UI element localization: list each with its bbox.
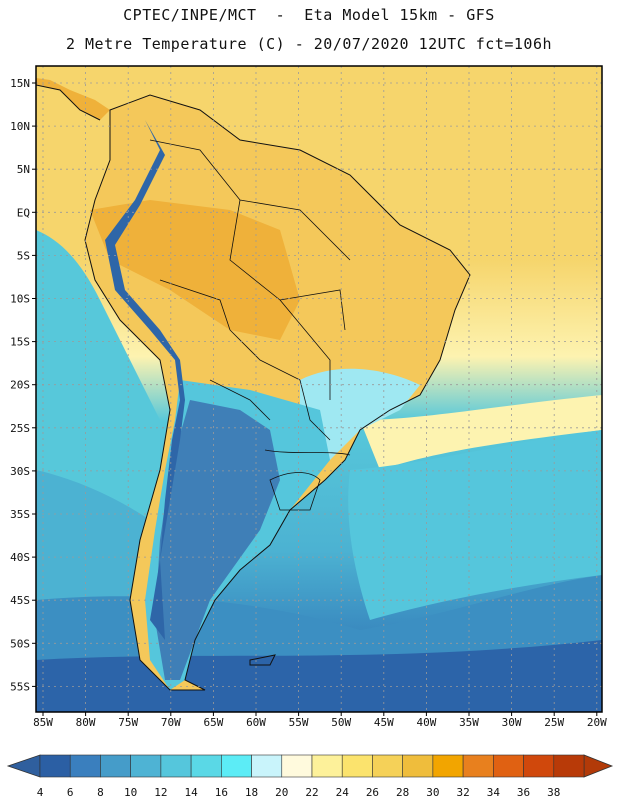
lon-tick-label: 75W xyxy=(118,716,138,729)
lat-tick-label: 20S xyxy=(10,379,30,392)
colorbar-swatch xyxy=(432,754,464,778)
lon-tick-label: 35W xyxy=(459,716,479,729)
colorbar-label: 28 xyxy=(396,786,409,799)
colorbar-swatch xyxy=(281,754,313,778)
colorbar-swatch xyxy=(160,754,192,778)
colorbar-label: 24 xyxy=(336,786,350,799)
lat-tick-label: 15S xyxy=(10,336,30,349)
lon-tick-label: 30W xyxy=(502,716,522,729)
colorbar-swatch xyxy=(69,754,101,778)
atlantic-cool-region xyxy=(348,430,602,620)
lat-tick-label: 55S xyxy=(10,680,30,693)
colorbar-label: 12 xyxy=(154,786,167,799)
colorbar-swatch xyxy=(523,754,555,778)
colorbar-over-arrow xyxy=(583,754,614,778)
colorbar-label: 38 xyxy=(547,786,560,799)
lon-tick-label: 20W xyxy=(587,716,607,729)
lat-tick-label: 15N xyxy=(10,77,30,90)
coastline xyxy=(36,84,471,691)
lon-tick-label: 80W xyxy=(76,716,96,729)
colorbar-swatch xyxy=(221,754,252,778)
colorbar-label: 34 xyxy=(487,786,501,799)
colorbar-swatch xyxy=(341,754,373,778)
colorbar-swatch xyxy=(100,754,131,778)
map-title-line-1: CPTEC/INPE/MCT - Eta Model 15km - GFS xyxy=(123,6,495,24)
colorbar-swatch xyxy=(462,754,494,778)
lat-tick-label: 45S xyxy=(10,594,30,607)
colorbar-label: 14 xyxy=(184,786,198,799)
patagonia-cold-region xyxy=(155,400,280,680)
colorbar-swatch xyxy=(130,754,162,778)
colorbar-label: 16 xyxy=(215,786,228,799)
map-frame xyxy=(35,65,603,713)
colorbar-label: 20 xyxy=(275,786,288,799)
colorbar-swatch xyxy=(553,754,585,778)
colorbar-label: 18 xyxy=(245,786,258,799)
colorbar-label: 4 xyxy=(37,786,44,799)
lat-tick-label: 5N xyxy=(17,163,30,176)
lat-tick-label: 30S xyxy=(10,465,30,478)
lon-tick-label: 65W xyxy=(203,716,223,729)
lat-tick-label: 5S xyxy=(17,249,30,262)
lat-tick-label: 25S xyxy=(10,422,30,435)
lon-tick-label: 40W xyxy=(416,716,436,729)
colorbar-label: 10 xyxy=(124,786,137,799)
amazon-hot-region xyxy=(90,200,300,340)
lat-tick-label: 10N xyxy=(10,120,30,133)
lon-tick-label: 55W xyxy=(289,716,309,729)
lon-tick-label: 45W xyxy=(374,716,394,729)
lat-tick-label: 35S xyxy=(10,508,30,521)
colorbar-label: 32 xyxy=(456,786,469,799)
lon-tick-label: 70W xyxy=(161,716,181,729)
andes-cold-ridge xyxy=(105,120,185,640)
map-title-line-2: 2 Metre Temperature (C) - 20/07/2020 12U… xyxy=(65,35,553,53)
colorbar-label: 36 xyxy=(517,786,530,799)
colorbar-swatch xyxy=(251,754,283,778)
lat-lon-grid xyxy=(36,66,602,712)
lat-tick-label: 10S xyxy=(10,293,30,306)
longitude-axis: 85W 80W 75W 70W 65W 60W 55W 50W 45W 40W 35W 30W 25W 2… xyxy=(33,712,607,729)
country-borders xyxy=(149,139,351,511)
colorbar-label: 6 xyxy=(67,786,74,799)
lon-tick-label: 85W xyxy=(33,716,53,729)
colorbar-label: 22 xyxy=(305,786,318,799)
colorbar-label: 8 xyxy=(97,786,104,799)
latitude-axis: 15N 10N 5N EQ 5S 10S 15S 20S 25S 30S 35S 40S 45S 50S 5… xyxy=(10,77,36,693)
lat-tick-label: 50S xyxy=(10,637,30,650)
temperature-field xyxy=(36,66,602,712)
atlantic-warm-region xyxy=(360,395,602,470)
temperature-colorbar: 4 6 8 10 12 14 16 18 20 22 24 26 28 30 32 34 36 38 xyxy=(6,754,614,799)
lon-tick-label: 25W xyxy=(544,716,564,729)
colorbar-label: 30 xyxy=(426,786,439,799)
lat-tick-label: EQ xyxy=(17,206,30,219)
colorbar-swatch xyxy=(402,754,434,778)
colorbar-swatch xyxy=(190,754,222,778)
lat-tick-label: 40S xyxy=(10,551,30,564)
lon-tick-label: 50W xyxy=(331,716,351,729)
colorbar-swatch xyxy=(372,754,403,778)
colorbar-under-arrow xyxy=(6,754,41,778)
colorbar-swatch xyxy=(311,754,343,778)
colorbar-swatch xyxy=(39,754,71,778)
colorbar-label: 26 xyxy=(366,786,379,799)
colorbar-swatch xyxy=(493,754,524,778)
lon-tick-label: 60W xyxy=(246,716,266,729)
